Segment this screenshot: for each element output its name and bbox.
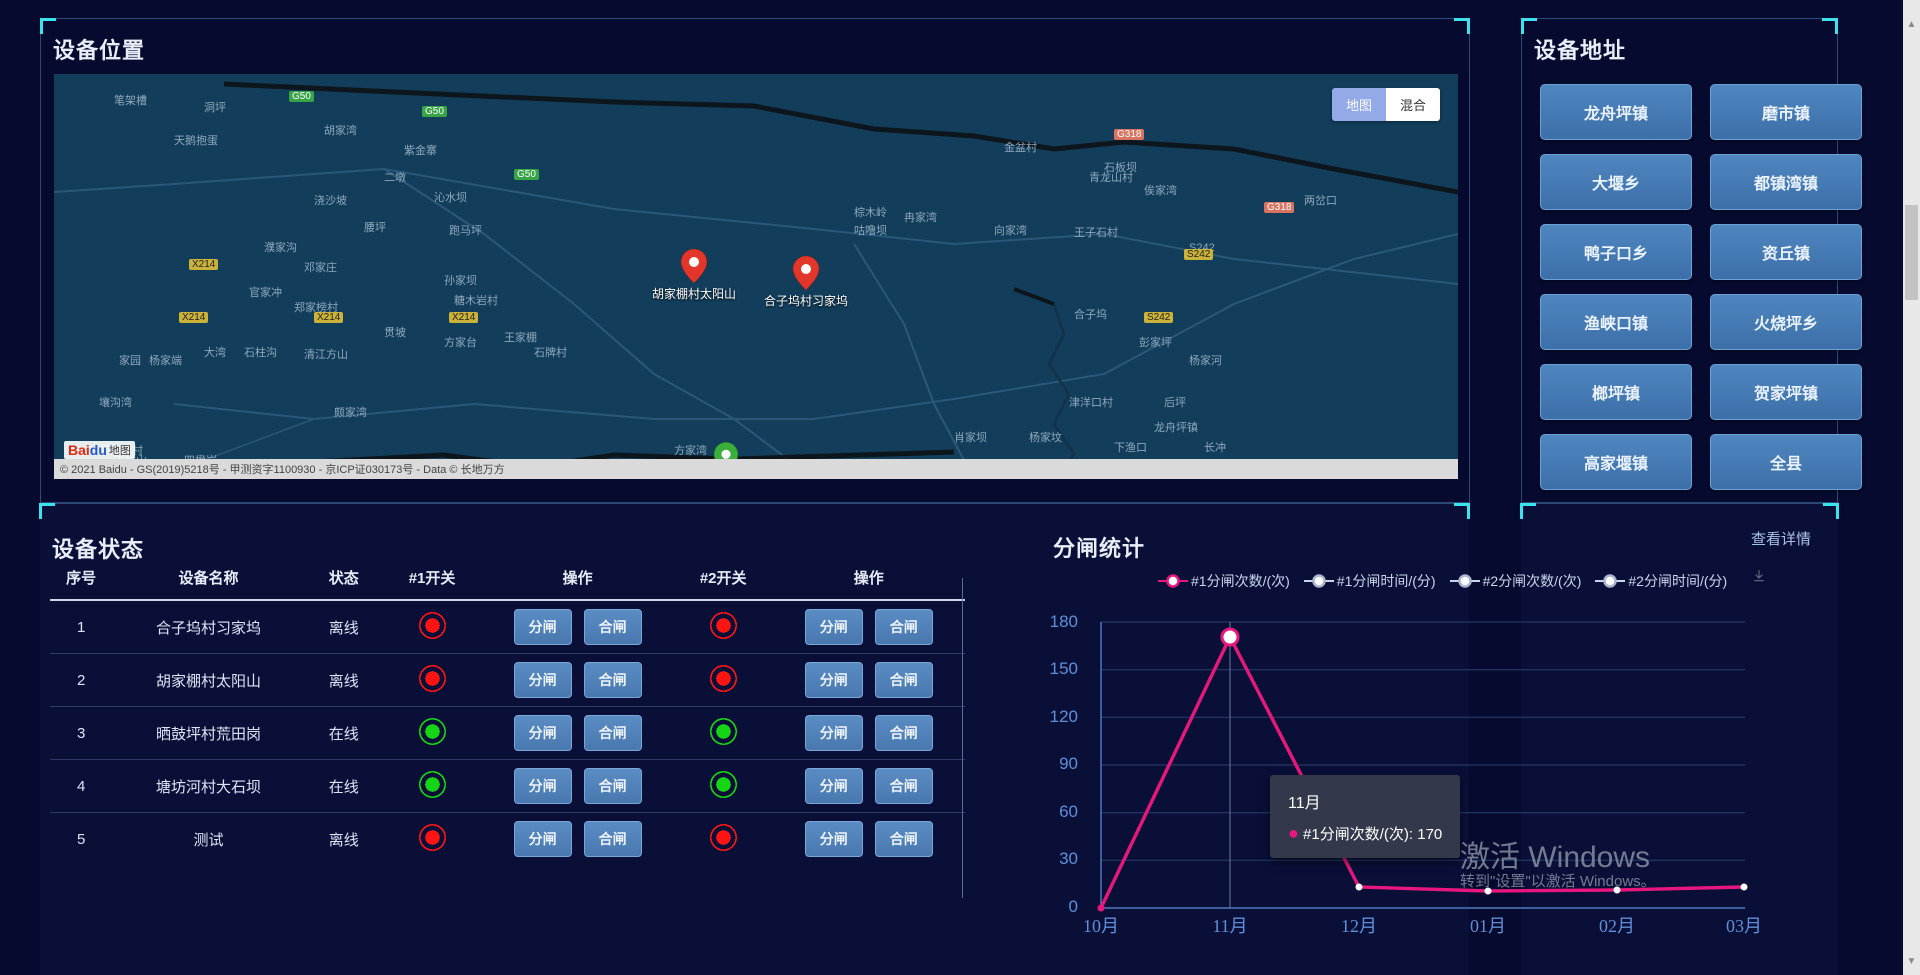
svg-text:02月: 02月 xyxy=(1599,916,1635,936)
svg-text:30: 30 xyxy=(1059,849,1078,868)
svg-text:180: 180 xyxy=(1050,612,1078,631)
svg-text:01月: 01月 xyxy=(1470,916,1506,936)
svg-text:03月: 03月 xyxy=(1726,916,1762,936)
svg-text:10月: 10月 xyxy=(1083,916,1119,936)
svg-text:120: 120 xyxy=(1050,707,1078,726)
svg-text:0: 0 xyxy=(1069,897,1078,916)
svg-text:11月: 11月 xyxy=(1212,916,1247,936)
svg-text:90: 90 xyxy=(1059,754,1078,773)
svg-text:150: 150 xyxy=(1050,659,1078,678)
svg-text:60: 60 xyxy=(1059,802,1078,821)
svg-text:12月: 12月 xyxy=(1341,916,1377,936)
